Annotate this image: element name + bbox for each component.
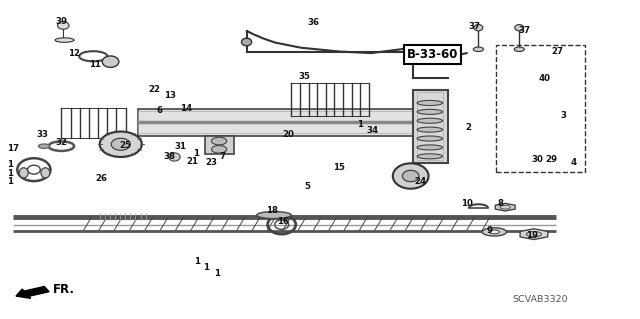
Ellipse shape	[417, 136, 443, 141]
Bar	[138, 109, 419, 136]
Text: 36: 36	[308, 19, 319, 27]
Ellipse shape	[38, 144, 50, 148]
Bar	[205, 136, 234, 154]
Ellipse shape	[489, 230, 499, 234]
Text: 22: 22	[148, 85, 160, 94]
Ellipse shape	[241, 38, 252, 46]
Ellipse shape	[515, 25, 524, 31]
Bar	[138, 111, 419, 133]
Ellipse shape	[482, 228, 506, 236]
Text: 11: 11	[89, 60, 101, 69]
Text: 1: 1	[193, 149, 199, 158]
FancyArrow shape	[16, 286, 49, 298]
Text: 25: 25	[119, 141, 131, 150]
Ellipse shape	[257, 211, 291, 219]
Text: 19: 19	[526, 231, 538, 240]
Text: 6: 6	[156, 106, 162, 115]
Ellipse shape	[417, 145, 443, 150]
Text: 24: 24	[415, 177, 427, 186]
Text: 34: 34	[366, 126, 378, 135]
Bar	[417, 92, 443, 160]
Ellipse shape	[211, 137, 227, 145]
Ellipse shape	[473, 47, 483, 51]
Text: 27: 27	[552, 47, 564, 56]
Text: 12: 12	[68, 48, 80, 58]
Text: 1: 1	[7, 177, 13, 186]
Text: 8: 8	[497, 199, 503, 208]
Ellipse shape	[393, 163, 429, 189]
Ellipse shape	[41, 168, 50, 178]
Bar	[495, 45, 585, 172]
Text: 16: 16	[277, 217, 289, 226]
Ellipse shape	[111, 138, 131, 150]
Text: 2: 2	[465, 123, 471, 132]
Ellipse shape	[102, 56, 119, 67]
Text: 14: 14	[180, 104, 192, 113]
Polygon shape	[495, 203, 515, 211]
Ellipse shape	[514, 47, 524, 51]
Text: 9: 9	[486, 226, 492, 235]
Text: 15: 15	[333, 163, 345, 172]
Bar	[413, 90, 448, 163]
Ellipse shape	[55, 38, 74, 42]
Text: 35: 35	[298, 72, 310, 81]
Text: 1: 1	[7, 160, 13, 169]
Text: 20: 20	[282, 130, 294, 138]
Text: 1: 1	[214, 269, 220, 278]
Text: 39: 39	[56, 17, 67, 26]
Text: 18: 18	[266, 206, 278, 215]
Text: 38: 38	[164, 152, 176, 161]
Ellipse shape	[417, 100, 443, 106]
Text: 5: 5	[304, 182, 310, 191]
Text: 1: 1	[194, 257, 200, 266]
Text: 10: 10	[461, 199, 473, 208]
Text: 1: 1	[204, 263, 209, 272]
Text: 4: 4	[570, 158, 577, 167]
Text: 13: 13	[164, 92, 176, 100]
Text: 3: 3	[561, 111, 567, 120]
Ellipse shape	[474, 25, 483, 31]
Ellipse shape	[417, 154, 443, 159]
Ellipse shape	[169, 153, 180, 161]
Ellipse shape	[417, 118, 443, 123]
Ellipse shape	[417, 109, 443, 115]
Text: 33: 33	[36, 130, 48, 138]
Ellipse shape	[403, 170, 419, 182]
Text: 29: 29	[545, 155, 557, 164]
Text: 32: 32	[56, 137, 67, 146]
Text: 21: 21	[186, 157, 198, 166]
Ellipse shape	[58, 22, 69, 29]
Text: 30: 30	[531, 155, 543, 164]
Text: 7: 7	[220, 152, 226, 161]
Text: 37: 37	[518, 26, 531, 35]
Ellipse shape	[211, 145, 227, 153]
Ellipse shape	[417, 127, 443, 132]
Text: 28: 28	[445, 56, 457, 65]
Text: 23: 23	[205, 158, 218, 167]
Text: FR.: FR.	[53, 283, 75, 296]
Text: B-33-60: B-33-60	[406, 48, 458, 61]
Text: 17: 17	[8, 144, 20, 153]
Text: 37: 37	[468, 22, 481, 31]
Text: 26: 26	[95, 174, 108, 183]
Polygon shape	[520, 229, 548, 240]
Text: 1: 1	[356, 120, 363, 129]
Ellipse shape	[19, 168, 28, 178]
Text: SCVAB3320: SCVAB3320	[513, 295, 568, 304]
Ellipse shape	[100, 131, 142, 157]
Text: 31: 31	[175, 142, 187, 151]
Text: 1: 1	[7, 169, 13, 178]
Text: 40: 40	[539, 74, 551, 83]
